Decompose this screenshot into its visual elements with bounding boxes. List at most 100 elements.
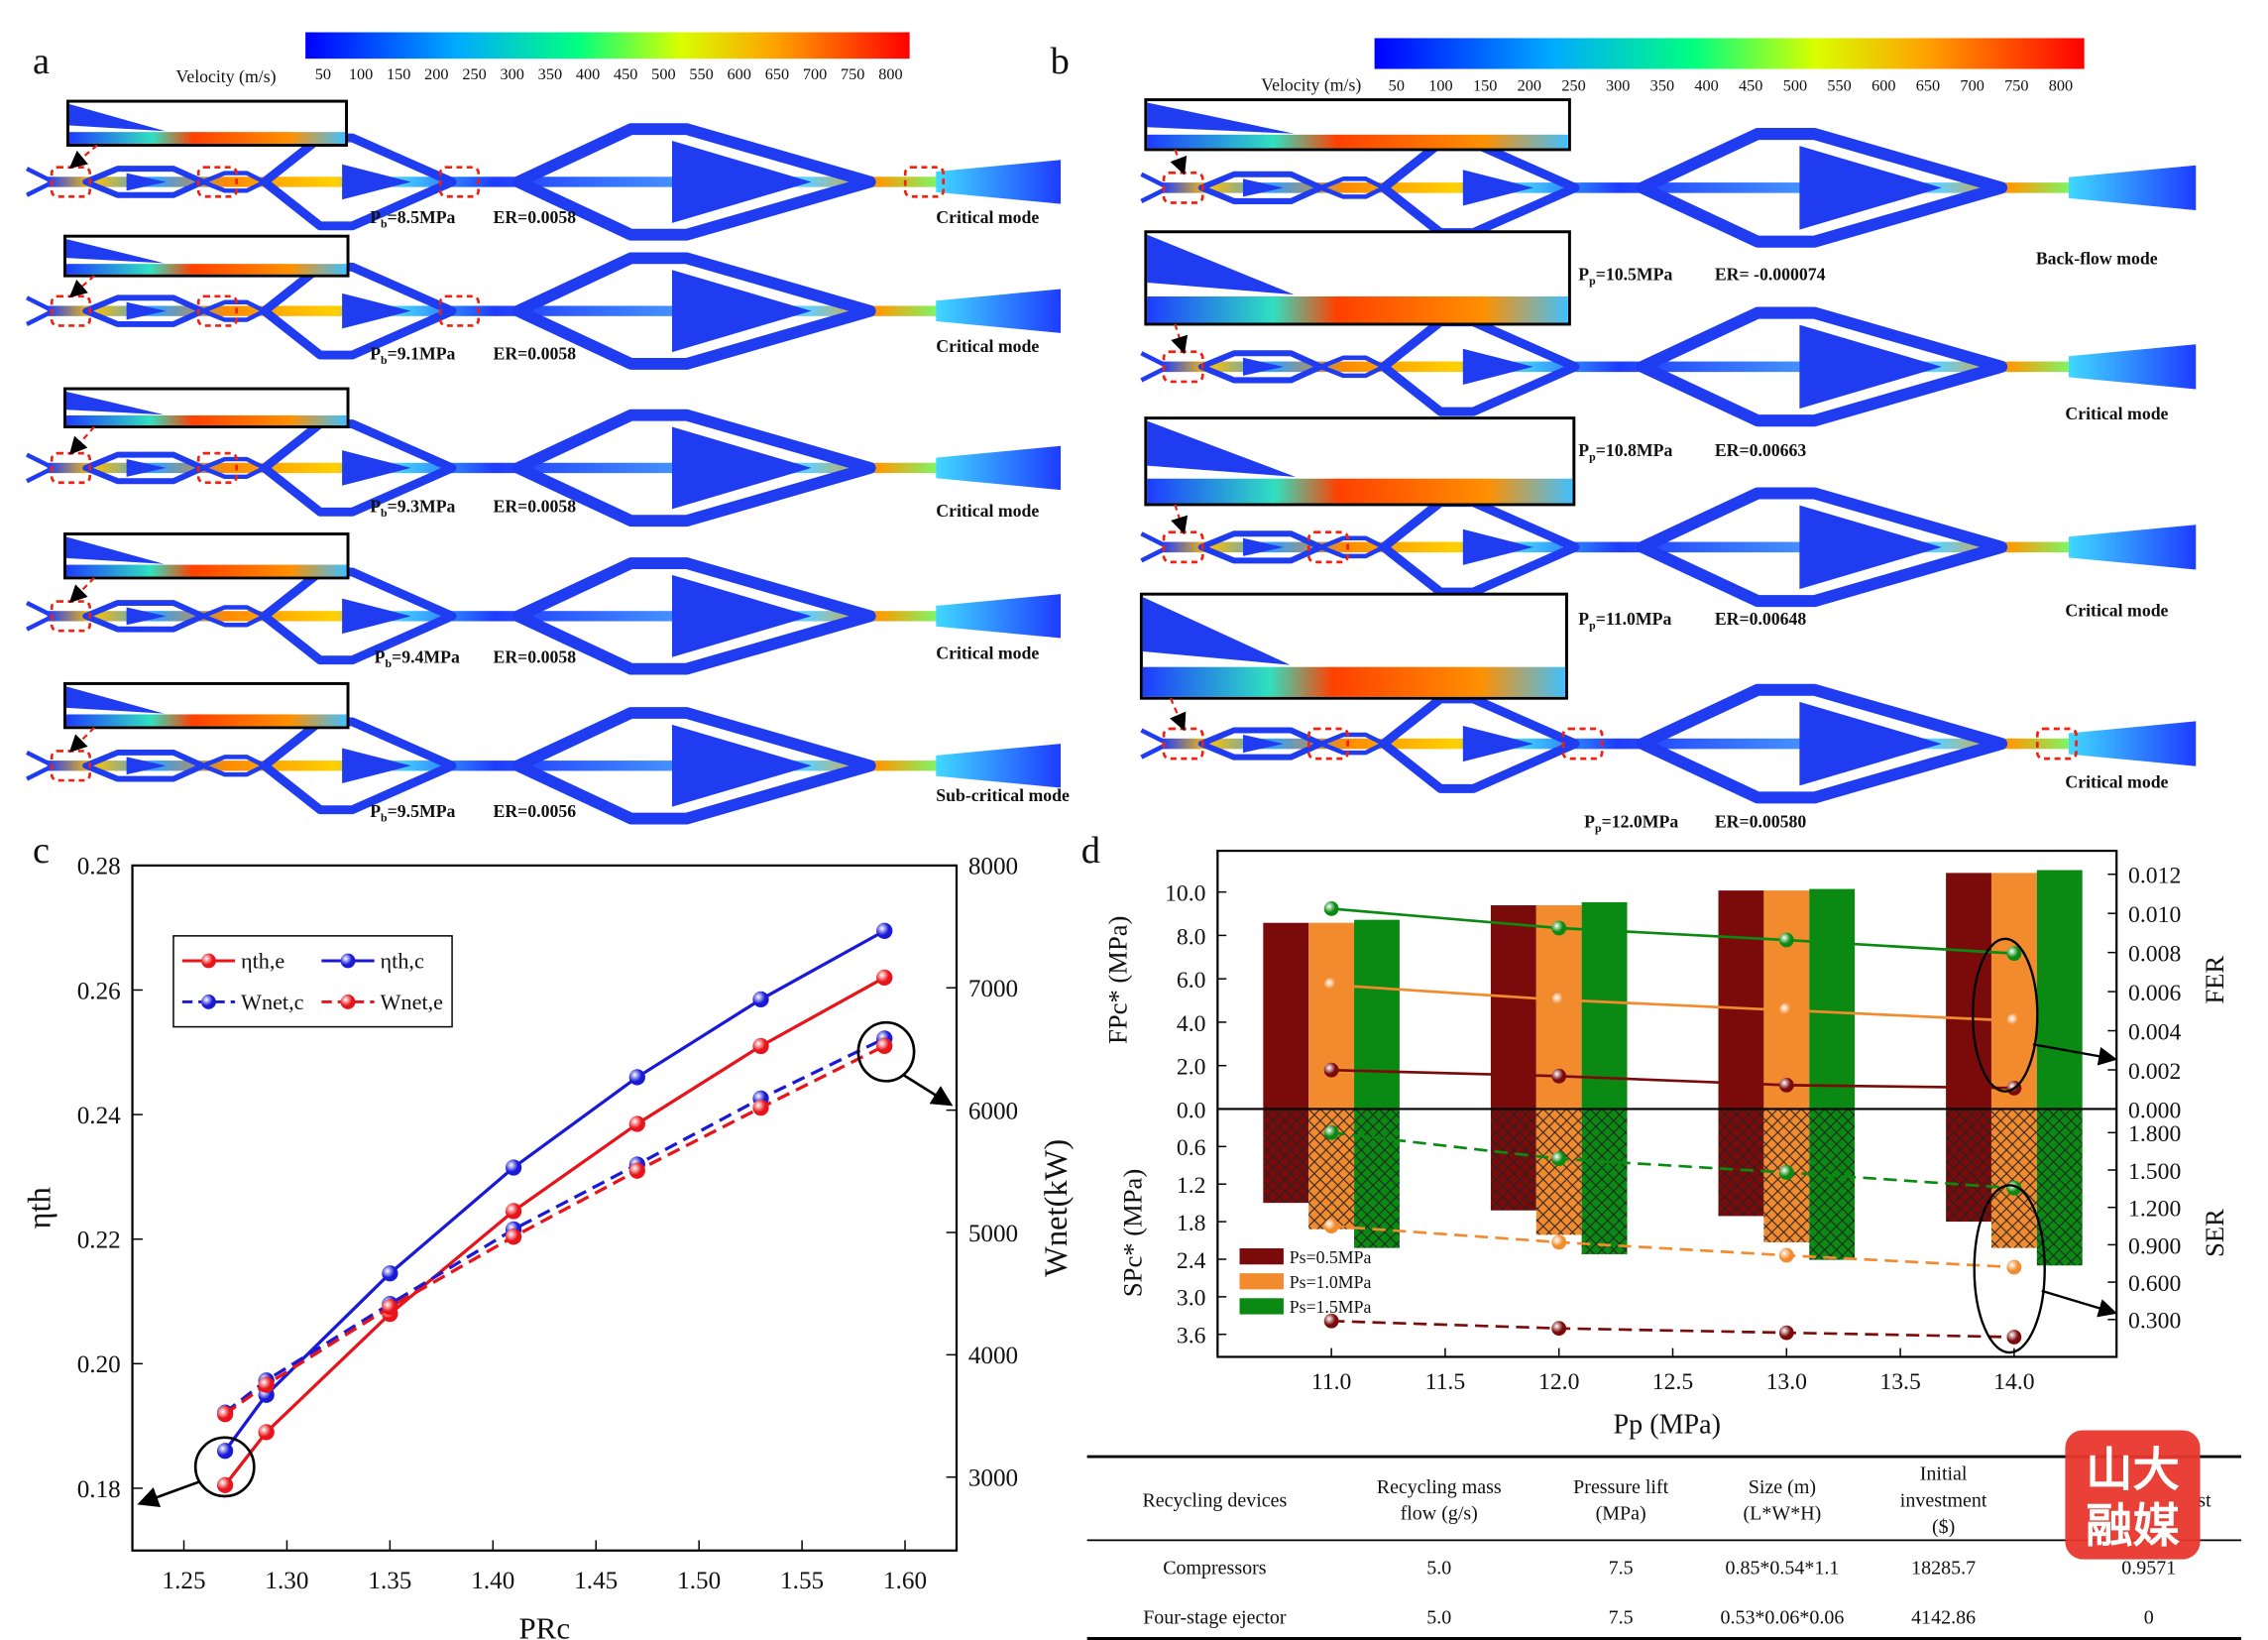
subscript: p (1589, 274, 1596, 288)
ser-point (1323, 1219, 1339, 1233)
y2-tick-label: 0.000 (2128, 1098, 2181, 1123)
colorbar-tick-label: 150 (1473, 77, 1497, 95)
legend-box (172, 935, 453, 1028)
leader (68, 727, 95, 754)
er-label: ER=0.0058 (493, 343, 576, 363)
condition-label: Pp=10.8MPa (1578, 440, 1672, 463)
ser-point (1778, 1325, 1794, 1341)
legend-marker (340, 953, 356, 969)
y2-tick-label: 1.500 (2128, 1159, 2181, 1185)
value: =8.5MPa (388, 207, 456, 227)
ejector (1140, 487, 2197, 608)
y-axis-label: ηth (23, 1187, 58, 1229)
bar-top (1354, 919, 1400, 1110)
legend-label: Ps=0.5MPa (1290, 1247, 1372, 1267)
colorbar-tick-label: 450 (614, 65, 637, 83)
point (876, 1037, 893, 1054)
leader (68, 577, 95, 604)
nozzle (1462, 170, 1533, 206)
ejector (26, 557, 1062, 675)
nozzle (126, 173, 167, 191)
colorbar-tick-label: 150 (387, 65, 410, 83)
point (876, 969, 893, 987)
point (216, 1406, 234, 1423)
bar-bottom (1809, 1109, 1856, 1260)
wall (511, 252, 876, 370)
table-cell: Compressors (1163, 1557, 1267, 1579)
condition-label: Pp=12.0MPa (1584, 811, 1678, 834)
point (752, 991, 769, 1008)
er-label: ER=0.0058 (493, 207, 576, 227)
watermark-text: 山大 (2086, 1444, 2180, 1498)
table-header: (MPa) (1596, 1503, 1646, 1525)
inset-wall (1147, 102, 1295, 134)
table-header: ($) (1932, 1516, 1955, 1538)
table-header-bg (1086, 1458, 2241, 1541)
nozzle (342, 293, 411, 329)
diffuser (2068, 165, 2197, 211)
inset-flow (1147, 295, 1568, 323)
y2-tick-label: 0.006 (2128, 981, 2181, 1006)
colorbar-tick-label: 300 (501, 65, 524, 83)
x-tick-label: 1.60 (883, 1568, 927, 1594)
colorbar (305, 32, 910, 59)
y2-tick-label: 0.900 (2128, 1233, 2181, 1259)
diffuser (936, 594, 1062, 639)
colorbar-tick-label: 350 (1650, 77, 1674, 95)
table-header: Pressure lift (1573, 1476, 1668, 1498)
diffuser (2068, 344, 2197, 390)
colorbar-tick-label: 300 (1606, 77, 1630, 95)
wall (1636, 683, 2008, 804)
ser-line (1331, 1319, 2014, 1339)
ejector (1140, 306, 2197, 427)
fer-point (1551, 1068, 1567, 1084)
x-tick-label: 12.5 (1652, 1369, 1693, 1395)
x-tick-label: 14.0 (1993, 1369, 2034, 1395)
y-tick-label: 0.24 (77, 1103, 121, 1129)
y2-tick-label: 5000 (968, 1221, 1018, 1247)
point (876, 922, 893, 939)
axis-label: FPc* (MPa) (1103, 916, 1133, 1044)
bar-top (1809, 888, 1856, 1110)
y-tick-label: 0.20 (77, 1351, 121, 1378)
bar-bottom (1263, 1109, 1309, 1204)
y2-tick-label: 7000 (968, 976, 1018, 1002)
nozzle (1799, 505, 1942, 590)
nozzle (1462, 725, 1533, 762)
nozzle (342, 164, 411, 200)
y2-tick-label: 8000 (968, 854, 1018, 880)
leader (1169, 697, 1187, 732)
colorbar-tick-label: 500 (651, 65, 675, 83)
fer-line (1331, 1068, 2014, 1090)
point (505, 1203, 522, 1220)
legend-swatch (1239, 1298, 1284, 1315)
bar-top (1308, 922, 1355, 1110)
inset-flow (65, 564, 347, 577)
legend-label: ηth,e (241, 948, 284, 973)
table-cell: 0 (2144, 1607, 2154, 1629)
x-tick-label: 13.5 (1879, 1369, 1920, 1395)
plot-frame (1216, 849, 2118, 1358)
symbol: P (370, 496, 381, 516)
table-header: Size (m) (1749, 1476, 1816, 1498)
nozzle (1243, 357, 1284, 376)
ser-point (1778, 1247, 1794, 1263)
axis-label: SER (2200, 1209, 2229, 1257)
x-axis-label: PRc (518, 1611, 570, 1640)
nozzle (1799, 324, 1942, 410)
point (382, 1265, 398, 1282)
core-flow (47, 611, 943, 622)
value: =9.3MPa (388, 496, 456, 516)
colorbar-tick-label: 200 (424, 65, 448, 83)
condition-label: Pb=9.3MPa (370, 496, 455, 519)
ejector (1140, 683, 2197, 804)
inset-flow (65, 714, 347, 727)
colorbar-tick-label: 650 (765, 65, 789, 83)
point (216, 1443, 234, 1460)
colorbar-tick-label: 550 (1827, 77, 1851, 95)
table-cell: 4142.86 (1911, 1607, 1976, 1629)
zoom-box (438, 166, 481, 198)
panel-label: c (33, 830, 50, 872)
point (628, 1162, 645, 1179)
